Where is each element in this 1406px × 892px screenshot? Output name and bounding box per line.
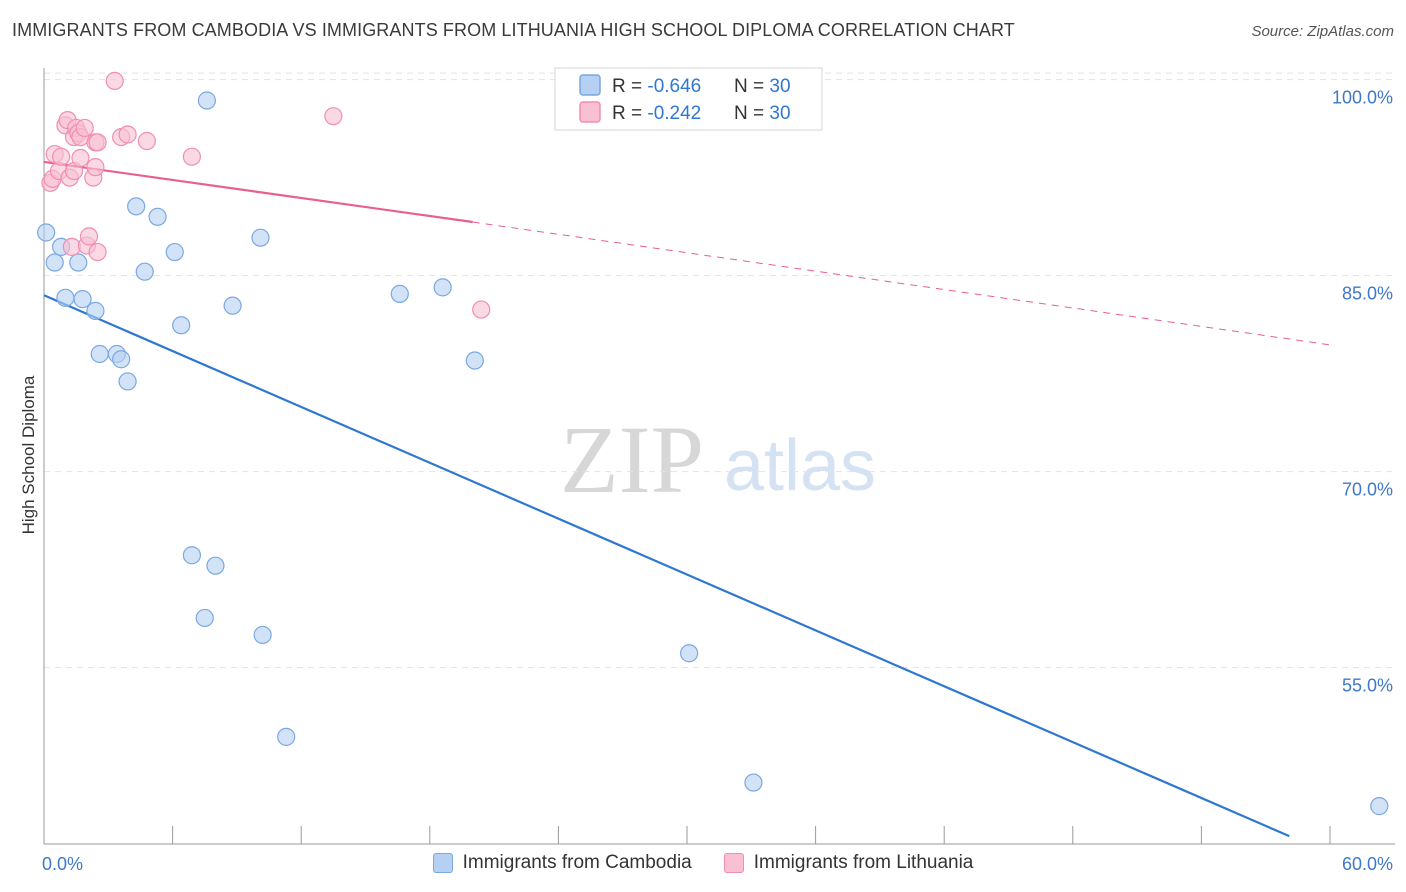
series-legend: Immigrants from Cambodia Immigrants from… [0, 852, 1406, 874]
y-axis-label: High School Diploma [19, 375, 38, 534]
cambodia-point [390, 284, 409, 303]
stats-swatch-lithuania [579, 101, 601, 123]
lithuania-trend-line [43, 160, 473, 224]
cambodia-point [45, 253, 64, 272]
stats-n-label-cambodia: N = [734, 76, 769, 97]
svg-text:N = 30: N = 30 [734, 76, 791, 97]
cambodia-trend-line [43, 294, 1290, 838]
cambodia-point [37, 223, 56, 242]
cambodia-point [148, 207, 167, 226]
cambodia-point [195, 608, 214, 628]
lithuania-point [79, 227, 99, 246]
cambodia-point [135, 262, 154, 281]
cambodia-point [1370, 797, 1389, 816]
cambodia-point [277, 727, 296, 746]
lithuania-point [324, 107, 343, 126]
lithuania-point [52, 147, 71, 166]
cambodia-point [433, 278, 452, 297]
y-tick-label: 100.0% [1332, 88, 1393, 108]
cambodia-point [182, 546, 201, 565]
cambodia-point [744, 773, 763, 792]
watermark-zip: ZIP [560, 406, 704, 513]
svg-text:R = -0.646: R = -0.646 [612, 76, 701, 97]
cambodia-point [56, 288, 75, 307]
stats-swatch-cambodia [579, 74, 601, 96]
cambodia-point [69, 253, 88, 272]
lithuania-point [88, 133, 107, 152]
y-tick-label: 70.0% [1342, 480, 1393, 500]
legend-label-cambodia: Immigrants from Cambodia [462, 852, 692, 873]
cambodia-point [118, 372, 137, 391]
svg-text:R = -0.242: R = -0.242 [612, 103, 701, 124]
source-credit: Source: ZipAtlas.com [1251, 23, 1394, 40]
lithuania-point [71, 148, 90, 168]
y-tick-label: 55.0% [1342, 676, 1393, 696]
stats-legend: R = -0.646 N = 30 R = -0.242 N = 30 [554, 67, 823, 131]
axes: 55.0% 70.0% 85.0% 100.0% 0.0% 60.0% [42, 68, 1395, 874]
stats-r-value-cambodia: -0.646 [647, 76, 701, 97]
watermark-atlas: atlas [724, 426, 876, 506]
stats-n-value-cambodia: 30 [769, 76, 790, 97]
cambodia-point [206, 556, 225, 575]
legend-swatch-cambodia [432, 853, 453, 873]
data-points [37, 71, 1389, 816]
cambodia-point [165, 242, 184, 262]
cambodia-point [86, 301, 105, 320]
cambodia-point [465, 351, 484, 370]
lithuania-point [88, 242, 107, 262]
lithuania-point [75, 118, 94, 138]
cambodia-point [73, 290, 92, 309]
gridlines [44, 72, 1395, 669]
stats-n-value-lithuania: 30 [769, 103, 790, 124]
y-tick-label: 85.0% [1342, 284, 1393, 304]
stats-r-value-lithuania: -0.242 [647, 103, 701, 124]
cambodia-point [223, 296, 242, 315]
cambodia-point [197, 91, 216, 110]
stats-r-label-cambodia: R = [612, 76, 647, 97]
legend-item-cambodia: Immigrants from Cambodia [432, 852, 692, 874]
svg-text:N = 30: N = 30 [734, 103, 791, 124]
lithuania-point [118, 125, 137, 144]
lithuania-point [137, 131, 156, 151]
x-tick-label-max: 60.0% [1342, 854, 1393, 874]
cambodia-point [680, 644, 699, 663]
lithuania-point [86, 158, 105, 177]
legend-label-lithuania: Immigrants from Lithuania [753, 852, 974, 873]
stats-r-label-lithuania: R = [612, 103, 647, 124]
stats-n-label-lithuania: N = [734, 103, 769, 124]
lithuania-trend-extension [472, 221, 1331, 346]
cambodia-point [112, 350, 131, 369]
trend-lines [43, 160, 1331, 838]
cambodia-point [253, 625, 272, 645]
cambodia-point [251, 228, 270, 247]
lithuania-point [105, 71, 124, 91]
cambodia-point [90, 344, 109, 364]
legend-item-lithuania: Immigrants from Lithuania [723, 852, 974, 874]
cambodia-point [127, 197, 146, 216]
legend-swatch-lithuania [723, 853, 744, 873]
lithuania-point [182, 147, 201, 166]
cambodia-point [172, 316, 191, 335]
lithuania-point [472, 300, 491, 319]
lithuania-point [62, 237, 81, 256]
x-tick-label-min: 0.0% [42, 854, 83, 874]
chart-title: IMMIGRANTS FROM CAMBODIA VS IMMIGRANTS F… [12, 20, 1015, 40]
